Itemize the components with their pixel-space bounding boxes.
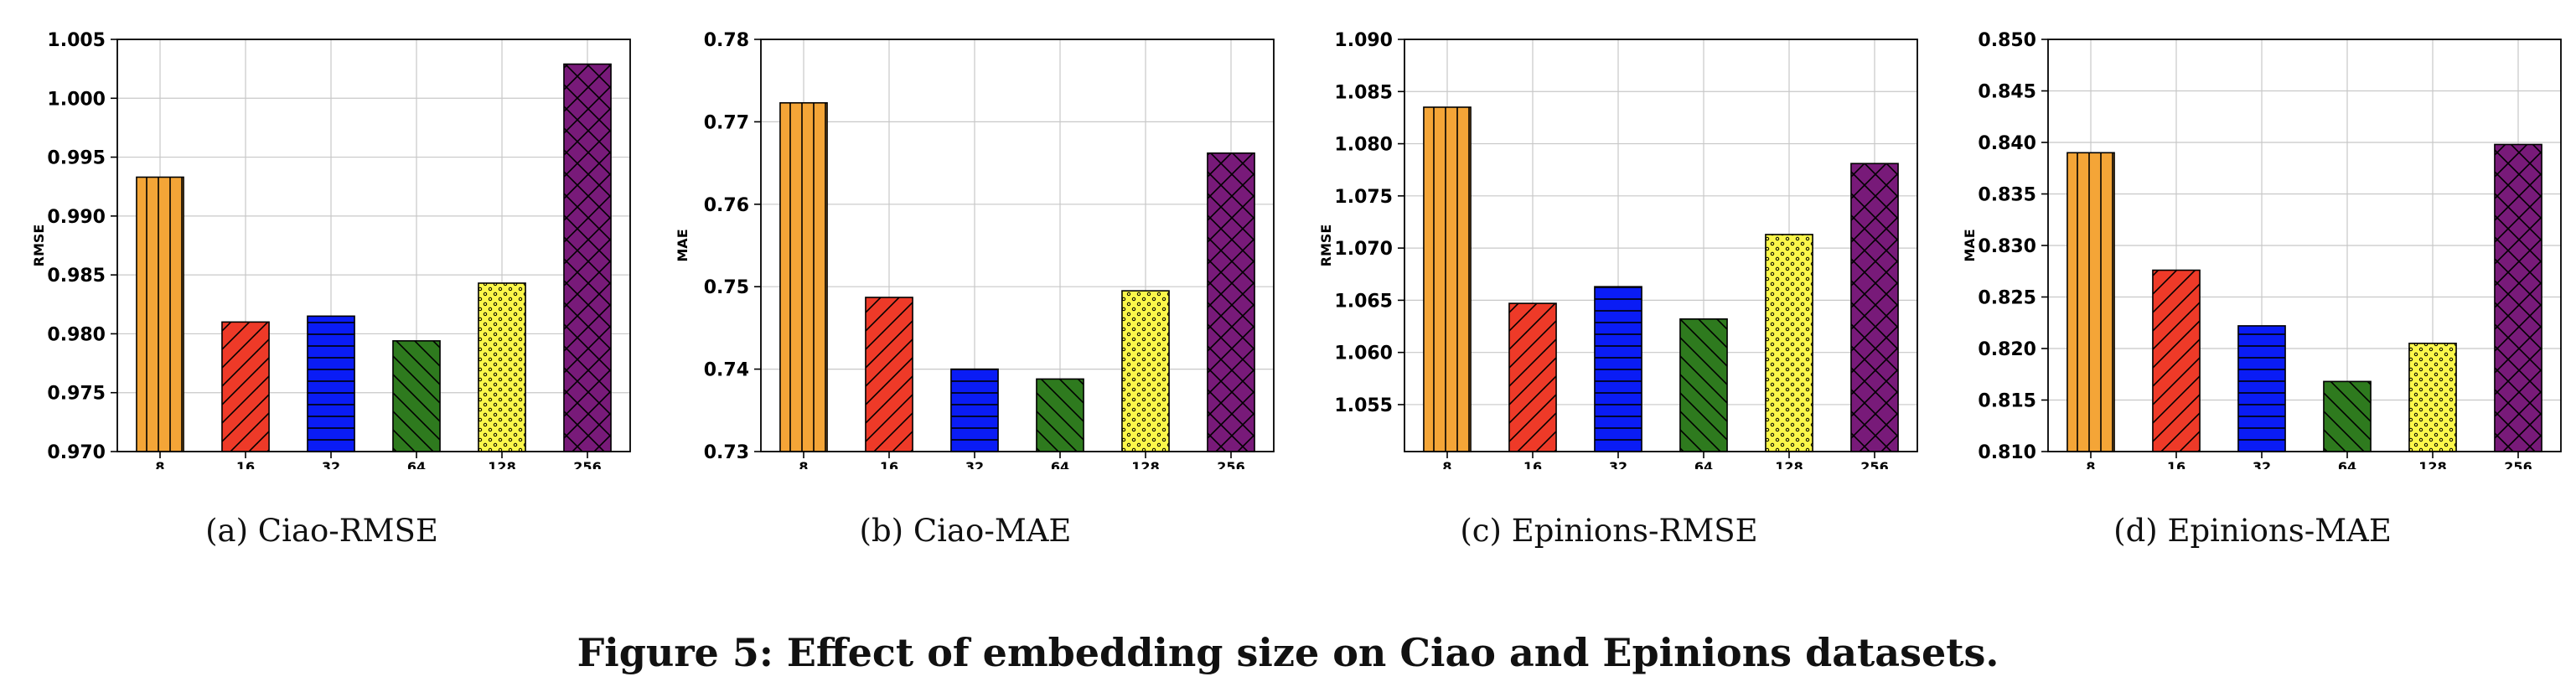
figure-caption: Figure 5: Effect of embedding size on Ci… xyxy=(577,630,1999,675)
bar-hatch-128 xyxy=(2408,343,2457,452)
bar-hatch-16 xyxy=(221,321,270,452)
y-axis-label: MAE xyxy=(675,229,691,261)
y-tick-label: 1.075 xyxy=(1334,187,1393,208)
x-tick-label: 16 xyxy=(236,459,255,469)
y-tick-label: 1.055 xyxy=(1334,395,1393,416)
x-tick-label: 8 xyxy=(1442,459,1451,469)
subcaption-epinions-rmse: (c) Epinions-RMSE xyxy=(1460,513,1758,549)
bar-hatch-32 xyxy=(950,368,999,452)
y-tick-label: 0.74 xyxy=(704,360,749,381)
y-axis-label: MAE xyxy=(1962,229,1978,261)
chart-ciao-rmse: 0.970 0.975 0.980 0.985 0.990 0.995 1.000 1.005… xyxy=(31,30,631,469)
y-tick-label: 0.840 xyxy=(1978,133,2036,154)
x-tick-label: 8 xyxy=(799,459,808,469)
chart-panel-ciao-rmse: 0.970 0.975 0.980 0.985 0.990 0.995 1.000 1.005… xyxy=(0,0,644,549)
x-tick-label: 64 xyxy=(1051,459,1069,469)
bar-hatch-8 xyxy=(2066,152,2115,452)
y-tick-label: 0.73 xyxy=(704,442,749,463)
y-tick-label: 1.090 xyxy=(1334,30,1393,51)
y-tick-label: 1.065 xyxy=(1334,291,1393,312)
x-tick-label: 256 xyxy=(2504,459,2532,469)
bar-hatch-16 xyxy=(865,297,913,452)
x-tick-label: 128 xyxy=(1775,459,1803,469)
chart-panel-epinions-rmse: 1.055 1.060 1.065 1.070 1.075 1.080 1.085 1.090… xyxy=(1287,0,1931,549)
chart-ciao-mae: 0.73 0.74 0.75 0.76 0.77 0.78 8 16 32 64 128 256 MAE xyxy=(675,30,1275,469)
bar-hatch-256 xyxy=(2494,143,2542,452)
y-tick-label: 0.970 xyxy=(47,442,106,463)
y-tick-label: 0.78 xyxy=(704,30,749,51)
bar-hatch-128 xyxy=(1765,234,1813,452)
x-tick-label: 16 xyxy=(1523,459,1542,469)
bar-hatch-256 xyxy=(563,63,612,452)
bar-hatch-32 xyxy=(307,315,355,452)
bar-hatch-8 xyxy=(136,176,184,452)
bar-hatch-64 xyxy=(2323,380,2372,452)
y-tick-label: 0.995 xyxy=(47,148,106,169)
bar-hatch-32 xyxy=(1594,286,1642,452)
chart-panel-ciao-mae: 0.73 0.74 0.75 0.76 0.77 0.78 8 16 32 64 128 256 MAE… xyxy=(644,0,1287,549)
y-tick-label: 0.845 xyxy=(1978,82,2036,103)
y-tick-label: 0.850 xyxy=(1978,30,2036,51)
x-tick-label: 256 xyxy=(1217,459,1244,469)
bar-hatch-64 xyxy=(1679,318,1728,452)
bar-hatch-8 xyxy=(779,101,828,452)
subcaption-ciao-rmse: (a) Ciao-RMSE xyxy=(205,513,438,549)
bar-hatch-64 xyxy=(1036,378,1084,452)
subcaption-ciao-mae: (b) Ciao-MAE xyxy=(859,513,1072,549)
y-tick-label: 1.000 xyxy=(47,89,106,110)
x-tick-label: 256 xyxy=(1860,459,1888,469)
y-tick-label: 0.990 xyxy=(47,207,106,228)
y-tick-label: 0.825 xyxy=(1978,288,2036,309)
y-tick-label: 1.060 xyxy=(1334,343,1393,364)
y-tick-label: 1.085 xyxy=(1334,82,1393,103)
x-tick-label: 64 xyxy=(407,459,426,469)
bar-hatch-64 xyxy=(392,340,441,452)
x-tick-label: 128 xyxy=(2418,459,2446,469)
y-tick-label: 0.830 xyxy=(1978,236,2036,257)
subcaption-epinions-mae: (d) Epinions-MAE xyxy=(2113,513,2392,549)
y-tick-label: 1.070 xyxy=(1334,239,1393,260)
x-tick-label: 32 xyxy=(2253,459,2271,469)
bar-hatch-8 xyxy=(1423,106,1472,452)
plot-frame xyxy=(116,39,631,452)
x-tick-label: 16 xyxy=(2167,459,2185,469)
y-tick-label: 0.985 xyxy=(47,266,106,287)
chart-panel-epinions-mae: 0.810 0.815 0.820 0.825 0.830 0.835 0.840 0.845… xyxy=(1931,0,2574,549)
y-axis-label: RMSE xyxy=(1318,225,1334,267)
bar-hatch-128 xyxy=(1121,290,1170,452)
x-tick-label: 256 xyxy=(573,459,601,469)
chart-epinions-mae: 0.810 0.815 0.820 0.825 0.830 0.835 0.840 0.845… xyxy=(1962,30,2562,469)
x-tick-label: 128 xyxy=(488,459,515,469)
x-tick-label: 32 xyxy=(322,459,340,469)
y-axis-label: RMSE xyxy=(31,225,47,267)
y-tick-label: 0.980 xyxy=(47,324,106,345)
bar-hatch-16 xyxy=(1508,302,1557,452)
y-tick-label: 0.77 xyxy=(704,112,749,133)
bar-hatch-128 xyxy=(478,282,526,452)
x-tick-label: 32 xyxy=(965,459,984,469)
x-tick-label: 32 xyxy=(1609,459,1627,469)
x-tick-label: 8 xyxy=(155,459,164,469)
y-tick-label: 0.75 xyxy=(704,277,749,298)
x-tick-label: 8 xyxy=(2086,459,2095,469)
plot-frame xyxy=(1404,39,1918,452)
y-tick-label: 0.810 xyxy=(1978,442,2036,463)
x-tick-label: 128 xyxy=(1131,459,1159,469)
y-tick-label: 0.820 xyxy=(1978,339,2036,360)
bar-hatch-256 xyxy=(1207,152,1255,452)
bar-hatch-32 xyxy=(2237,325,2286,452)
y-tick-label: 0.815 xyxy=(1978,391,2036,412)
y-tick-label: 0.76 xyxy=(704,195,749,216)
x-tick-label: 16 xyxy=(880,459,898,469)
plot-frame xyxy=(760,39,1275,452)
bar-hatch-256 xyxy=(1850,163,1899,452)
chart-epinions-rmse: 1.055 1.060 1.065 1.070 1.075 1.080 1.085 1.090… xyxy=(1318,30,1918,469)
y-tick-label: 0.975 xyxy=(47,384,106,405)
x-tick-label: 64 xyxy=(2338,459,2356,469)
bar-hatch-16 xyxy=(2152,269,2201,452)
y-tick-label: 1.005 xyxy=(47,30,106,51)
y-tick-label: 1.080 xyxy=(1334,135,1393,156)
y-tick-label: 0.835 xyxy=(1978,185,2036,206)
x-tick-label: 64 xyxy=(1694,459,1713,469)
